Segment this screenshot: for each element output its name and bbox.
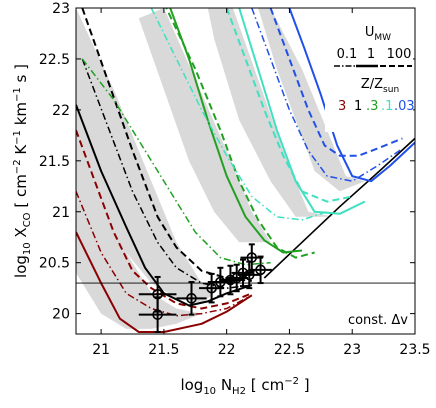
observations-layer xyxy=(138,243,272,333)
legend-z-value: .1 xyxy=(381,99,393,114)
model-curve xyxy=(150,8,328,221)
data-point-marker xyxy=(152,309,163,320)
x-tick-label: 21 xyxy=(92,342,110,358)
legend-umw-value: 100 xyxy=(387,47,412,62)
model-curve xyxy=(76,231,253,333)
y-tick-label: 21.5 xyxy=(39,154,70,170)
model-curve xyxy=(269,8,403,157)
model-band xyxy=(258,8,365,192)
model-curve xyxy=(238,8,366,215)
legend-umw-value: 0.1 xyxy=(337,47,358,62)
legend-z-value: 1 xyxy=(354,99,362,114)
ticks-layer: 21 21.5 22 22.5 23 23.5 20 20.5 21 21.5 22 22.5 23 xyxy=(39,1,431,358)
annotation-const-dv: const. Δv xyxy=(348,313,408,328)
legend-z-value: 3 xyxy=(338,99,346,114)
data-point-marker xyxy=(237,267,249,279)
model-curve xyxy=(81,8,252,282)
x-tick-label: 22 xyxy=(218,342,236,358)
model-curve xyxy=(76,129,253,310)
y-tick-label: 23 xyxy=(52,1,70,17)
y-tick-label: 22.5 xyxy=(39,52,70,68)
data-point-marker xyxy=(246,252,258,263)
legend-z-title: Z/Zsun xyxy=(361,77,399,95)
model-curve xyxy=(288,8,415,183)
model-curve xyxy=(225,8,353,203)
data-point-marker xyxy=(215,276,226,288)
y-tick-label: 21 xyxy=(52,205,70,221)
x-axis-label: log10 NH2 [ cm−2 ] xyxy=(180,376,309,397)
data-point-marker xyxy=(225,274,236,286)
model-band xyxy=(207,8,334,217)
legend-z-value: .03 xyxy=(394,99,415,114)
legend-background xyxy=(325,20,413,132)
x-tick-label: 22.5 xyxy=(274,342,305,358)
plot-frame xyxy=(75,7,416,335)
y-axis-label: log10 XCO [ cm−2 K−1 km−1 s ] xyxy=(12,64,33,278)
y-tick-label: 22 xyxy=(52,103,70,119)
model-curve xyxy=(165,8,315,259)
legend: UMW 0.1 1 100 Z/Zsun 3 1 .3 .1 .03 xyxy=(325,20,415,132)
model-band xyxy=(76,130,202,329)
x-tick-label: 23.5 xyxy=(399,342,430,358)
x-tick-label: 21.5 xyxy=(148,342,179,358)
legend-umw-title: UMW xyxy=(365,25,391,43)
data-point-marker xyxy=(255,264,266,276)
y-tick-label: 20.5 xyxy=(39,256,70,272)
model-curve xyxy=(169,8,303,254)
model-curve xyxy=(263,137,415,279)
model-curve xyxy=(251,8,403,182)
y-tick-label: 20 xyxy=(52,307,70,323)
legend-umw-value: 1 xyxy=(367,47,375,62)
data-point-marker xyxy=(206,282,217,294)
legend-z-value: .3 xyxy=(366,99,378,114)
model-curve xyxy=(81,58,271,266)
data-point-marker xyxy=(186,293,197,304)
x-tick-label: 23 xyxy=(343,342,361,358)
model-curve xyxy=(76,191,253,317)
model-band xyxy=(138,8,271,243)
